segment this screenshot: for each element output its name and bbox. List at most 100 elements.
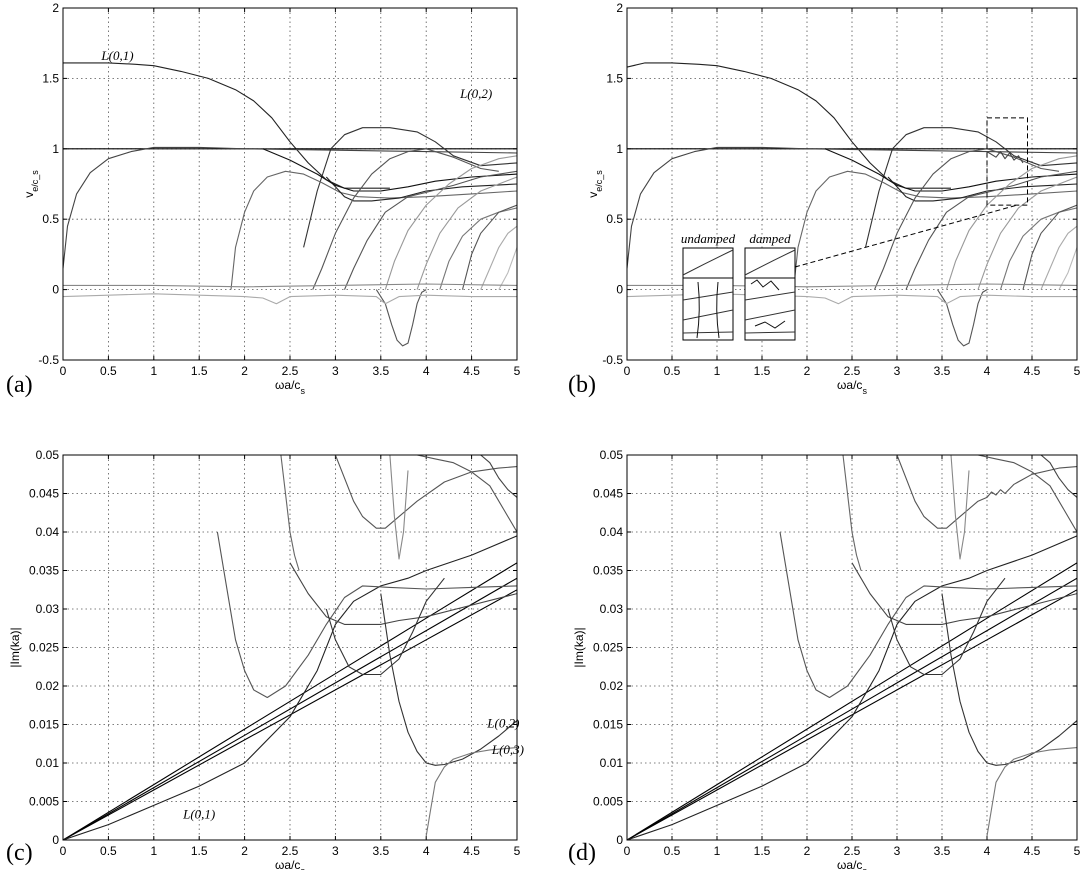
series-line-3 [627, 146, 1077, 269]
x-tick-label: 5 [514, 844, 521, 858]
x-tick-label: 4 [984, 364, 991, 378]
x-tick-label: 1 [714, 364, 721, 378]
y-tick-label: 0.025 [593, 641, 623, 655]
series-line-14 [986, 747, 1077, 837]
zoom-connector-line [794, 204, 1018, 268]
inset-curve [682, 331, 734, 334]
series-line-1 [63, 62, 390, 189]
y-tick-label: 1.5 [42, 71, 59, 85]
y-tick-label: 0.005 [29, 795, 59, 809]
plot-frame [62, 454, 518, 841]
series-line-4 [303, 127, 517, 248]
inset-damped: damped [744, 231, 796, 341]
series-line-4 [864, 127, 1077, 248]
series-line-6 [325, 176, 517, 202]
series-group [627, 455, 1077, 840]
y-tick-label: 0.5 [606, 212, 623, 226]
series-line-12 [842, 455, 862, 571]
x-tick-label: 2.5 [844, 364, 861, 378]
x-tick-label: 5 [514, 364, 521, 378]
zoom-region-box [986, 117, 1028, 206]
curve-annotation: L(0,1) [100, 48, 133, 63]
y-tick-label: -0.5 [602, 353, 623, 367]
x-tick-label: 0.5 [100, 364, 117, 378]
series-line-1 [627, 562, 1077, 840]
y-tick-label: 0.04 [36, 525, 60, 539]
series-line-3 [63, 589, 517, 840]
panel-tag: (c) [6, 840, 33, 866]
series-line-9 [343, 170, 517, 290]
y-tick-label: 1 [616, 142, 623, 156]
series-line-5 [230, 170, 517, 290]
plot-frame [626, 454, 1078, 841]
x-tick-label: 5 [1074, 844, 1081, 858]
inset-curve [682, 249, 734, 276]
panel-1: 0 0.5 1 1.5 2 2.5 3 3.5 4 4.5 5-0.500.511.52ωa/csv… [6, 1, 521, 398]
inset-curve [744, 331, 796, 334]
x-tick-label: 4 [984, 844, 991, 858]
y-tick-label: 0.5 [42, 212, 59, 226]
x-tick-label: 2 [804, 844, 811, 858]
x-tick-label: 2 [804, 364, 811, 378]
x-tick-label: 0 [624, 844, 631, 858]
x-tick-label: 1 [150, 364, 157, 378]
inset-curve [754, 320, 786, 329]
x-tick-label: 4 [423, 844, 430, 858]
series-line-13 [380, 593, 517, 766]
y-tick-label: 0.035 [593, 564, 623, 578]
x-tick-label: 2.5 [844, 844, 861, 858]
x-axis-label: ωa/cs [275, 858, 305, 870]
x-axis-label: ωa/cs [275, 378, 305, 396]
x-tick-label: 1 [150, 844, 157, 858]
y-tick-label: 0.045 [29, 487, 59, 501]
x-tick-label: 0 [60, 844, 67, 858]
series-line-4 [63, 535, 517, 840]
curve-annotation: L(0,3) [491, 742, 524, 757]
x-tick-label: 0 [60, 364, 67, 378]
y-tick-label: 0.01 [36, 756, 60, 770]
x-tick-label: 4.5 [1024, 364, 1041, 378]
series-line-5 [779, 531, 1077, 699]
y-tick-label: 0.015 [593, 718, 623, 732]
y-tick-label: 0.015 [29, 718, 59, 732]
x-tick-label: 2.5 [282, 844, 299, 858]
y-tick-label: -0.5 [38, 353, 59, 367]
x-tick-label: 1 [714, 844, 721, 858]
y-tick-label: 0.025 [29, 641, 59, 655]
inset-curve [716, 281, 720, 339]
inset-curve [744, 249, 796, 276]
y-tick-label: 0.045 [593, 487, 623, 501]
x-axis-label: ωa/cs [837, 858, 867, 870]
x-tick-label: 3.5 [934, 364, 951, 378]
x-tick-label: 1.5 [754, 364, 771, 378]
series-line-11 [950, 455, 970, 560]
x-tick-label: 3 [894, 844, 901, 858]
panel-2: 0 0.5 1 1.5 2 2.5 3 3.5 4 4.5 5-0.500.511.52ωa/csv… [568, 1, 1081, 398]
x-tick-label: 0 [624, 364, 631, 378]
series-line-9 [416, 455, 517, 533]
inset-curve [750, 279, 780, 291]
series-group [63, 62, 517, 347]
y-axis-label: |Im(ka)| [572, 627, 586, 667]
series-line-17 [63, 293, 517, 305]
x-tick-label: 5 [1074, 364, 1081, 378]
series-line-3 [63, 146, 517, 269]
y-tick-label: 2 [52, 1, 59, 15]
x-tick-label: 1.5 [754, 844, 771, 858]
y-axis-label: ve/c_s [586, 170, 604, 198]
y-tick-label: 0.04 [600, 525, 624, 539]
y-tick-label: 0.005 [593, 795, 623, 809]
series-line-3 [627, 589, 1077, 840]
series-line-13 [461, 204, 517, 290]
x-tick-label: 3.5 [372, 844, 389, 858]
x-tick-label: 3 [332, 844, 339, 858]
inset-frame [682, 247, 734, 341]
series-line-15 [498, 247, 517, 290]
inset-undamped: undamped [681, 231, 736, 341]
panel-tag: (d) [568, 840, 596, 866]
inset-label: undamped [681, 231, 736, 246]
y-tick-label: 1.5 [606, 71, 623, 85]
inset-curve [682, 309, 734, 321]
series-line-5 [792, 170, 1077, 290]
